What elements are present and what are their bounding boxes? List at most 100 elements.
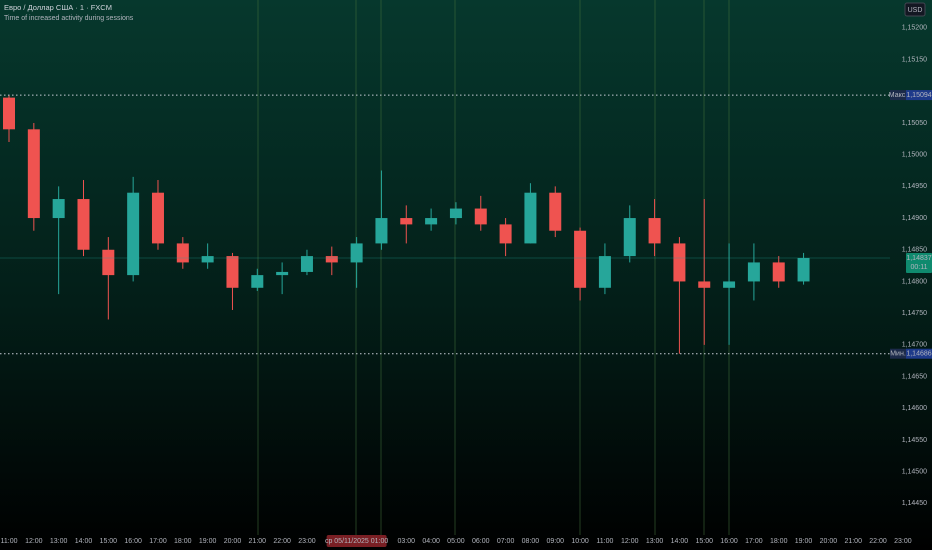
x-tick-label: 14:00 bbox=[75, 538, 93, 545]
x-tick-label: 16:00 bbox=[720, 538, 738, 545]
x-tick-label: 23:00 bbox=[298, 538, 316, 545]
candle-body bbox=[449, 208, 462, 219]
y-tick-label: 1,14650 bbox=[902, 373, 927, 380]
candle-body bbox=[176, 243, 189, 263]
candle-body bbox=[772, 262, 785, 282]
candle-body bbox=[102, 249, 115, 276]
candle-body bbox=[3, 97, 15, 130]
x-tick-label: 18:00 bbox=[174, 538, 192, 545]
candle-body bbox=[251, 275, 264, 288]
extreme-price: 1,15094 bbox=[906, 92, 931, 99]
x-tick-label: 23:00 bbox=[894, 538, 912, 545]
candle-body bbox=[673, 243, 686, 282]
y-tick-label: 1,14450 bbox=[902, 500, 927, 507]
y-tick-label: 1,14800 bbox=[902, 278, 927, 285]
candle-body bbox=[425, 218, 438, 225]
x-tick-label: 15:00 bbox=[100, 538, 118, 545]
currency[interactable]: USD bbox=[908, 7, 923, 14]
candle-body bbox=[276, 271, 289, 276]
y-tick-label: 1,14600 bbox=[902, 405, 927, 412]
x-tick-label: 11:00 bbox=[596, 538, 613, 545]
candle-body bbox=[201, 256, 214, 263]
date-highlight bbox=[326, 535, 387, 547]
y-tick-label: 1,14500 bbox=[902, 468, 927, 475]
candle-body bbox=[549, 192, 562, 231]
y-tick-label: 1,14550 bbox=[902, 437, 927, 444]
x-tick-label: 05:00 bbox=[447, 538, 465, 545]
y-tick-label: 1,15050 bbox=[902, 120, 927, 127]
candle-body bbox=[747, 262, 760, 282]
x-tick-label: 19:00 bbox=[199, 538, 217, 545]
y-tick-label: 1,15200 bbox=[902, 25, 927, 32]
x-tick-label: 17:00 bbox=[745, 538, 763, 545]
x-tick-label: 03:00 bbox=[398, 538, 416, 545]
x-tick-label: 18:00 bbox=[770, 538, 788, 545]
candle-body bbox=[375, 218, 388, 244]
x-tick-label: 06:00 bbox=[472, 538, 490, 545]
x-tick-label: 13:00 bbox=[646, 538, 664, 545]
candle-body bbox=[598, 256, 611, 288]
x-tick-label: 20:00 bbox=[224, 538, 242, 545]
extreme-name: Мин. bbox=[890, 351, 906, 358]
candle-body bbox=[723, 281, 736, 288]
candle-body bbox=[151, 192, 164, 244]
y-tick-label: 1,14750 bbox=[902, 310, 927, 317]
last-price: 1,14837 bbox=[906, 255, 931, 262]
extreme-name: Макс. bbox=[889, 92, 907, 99]
candle-body bbox=[623, 218, 636, 257]
candle-body bbox=[325, 256, 338, 263]
candle-body bbox=[127, 192, 140, 276]
last-price-box bbox=[906, 252, 932, 273]
candle-body bbox=[27, 129, 40, 219]
candle-body bbox=[350, 243, 363, 263]
countdown: 00:11 bbox=[911, 264, 928, 271]
candle-body bbox=[226, 256, 239, 288]
extreme-price: 1,14686 bbox=[906, 351, 931, 358]
x-tick-label: ср 05/11/2025 01:00 bbox=[325, 538, 388, 545]
candle-body bbox=[648, 218, 661, 244]
candle-body bbox=[797, 257, 810, 282]
currency-box[interactable] bbox=[904, 2, 926, 17]
x-tick-label: 15:00 bbox=[695, 538, 713, 545]
candle-body bbox=[300, 256, 313, 272]
x-tick-label: 19:00 bbox=[795, 538, 813, 545]
candle-body bbox=[52, 199, 65, 219]
extreme-tag bbox=[890, 90, 906, 101]
x-tick-label: 12:00 bbox=[621, 538, 639, 545]
x-tick-label: 20:00 bbox=[820, 538, 838, 545]
x-tick-label: 07:00 bbox=[497, 538, 515, 545]
x-tick-label: 13:00 bbox=[50, 538, 68, 545]
x-tick-label: 10:00 bbox=[571, 538, 589, 545]
chart-title: Евро / Доллар США · 1 · FXCM bbox=[4, 3, 112, 12]
y-tick-label: 1,14950 bbox=[902, 183, 927, 190]
x-tick-label: 08:00 bbox=[522, 538, 540, 545]
y-tick-label: 1,15000 bbox=[902, 152, 927, 159]
x-tick-label: 22:00 bbox=[869, 538, 887, 545]
candle-body bbox=[400, 218, 413, 225]
candle-body bbox=[524, 192, 537, 244]
x-tick-label: 11:00 bbox=[1, 538, 18, 545]
x-tick-label: 22:00 bbox=[273, 538, 291, 545]
extreme-price-box bbox=[906, 348, 932, 359]
x-tick-label: 17:00 bbox=[149, 538, 167, 545]
y-tick-label: 1,15150 bbox=[902, 56, 927, 63]
candle-body bbox=[698, 281, 711, 288]
x-tick-label: 04:00 bbox=[422, 538, 440, 545]
extreme-price-box bbox=[906, 90, 932, 101]
y-tick-label: 1,14900 bbox=[902, 215, 927, 222]
x-tick-label: 12:00 bbox=[25, 538, 43, 545]
x-tick-label: 16:00 bbox=[124, 538, 142, 545]
candle-body bbox=[474, 208, 487, 225]
extreme-tag bbox=[890, 348, 906, 359]
candle-body bbox=[77, 199, 90, 250]
x-tick-label: 21:00 bbox=[844, 538, 862, 545]
candle-body bbox=[574, 230, 587, 288]
candle-body bbox=[499, 224, 512, 244]
x-tick-label: 09:00 bbox=[546, 538, 564, 545]
x-tick-label: 14:00 bbox=[671, 538, 689, 545]
indicator-name: Time of increased activity during sessio… bbox=[4, 15, 134, 22]
y-tick-label: 1,14850 bbox=[902, 247, 927, 254]
x-tick-label: 21:00 bbox=[249, 538, 267, 545]
